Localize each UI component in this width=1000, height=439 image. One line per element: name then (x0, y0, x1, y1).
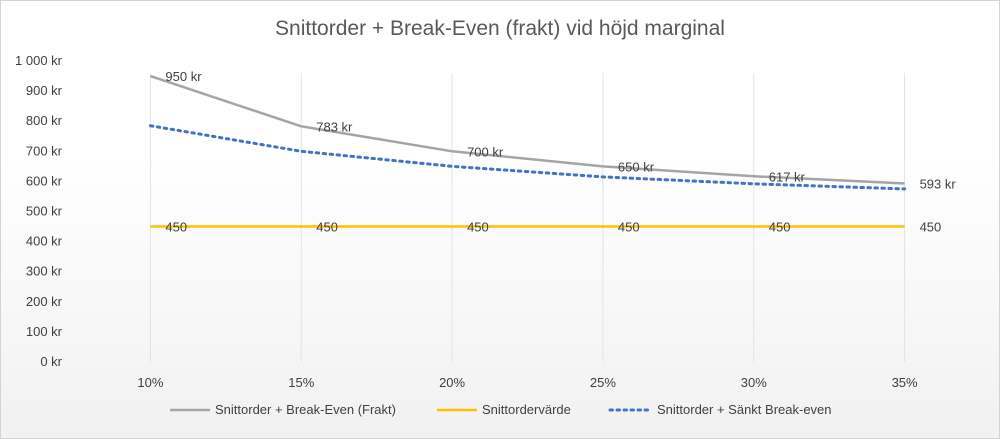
data-label: 450 (618, 220, 640, 235)
y-tick-label: 300 kr (26, 264, 63, 279)
series-line-3 (148, 124, 907, 191)
legend: Snittorder + Break-Even (Frakt) Snittorde… (170, 402, 832, 417)
legend-entry: Snittorder + Break-Even (Frakt) (215, 402, 396, 417)
y-tick-label: 800 kr (26, 113, 63, 128)
data-label: 593 kr (920, 177, 957, 192)
x-tick-label: 15% (288, 375, 314, 390)
x-tick-label: 20% (439, 375, 465, 390)
series-layer (148, 74, 907, 228)
data-label: 650 kr (618, 159, 655, 174)
y-axis: 0 kr 100 kr 200 kr 300 kr 400 kr 500 kr 600 kr… (15, 53, 63, 369)
y-tick-label: 0 kr (40, 354, 62, 369)
data-label: 783 kr (316, 119, 353, 134)
series-line-1 (150, 74, 905, 185)
y-tick-label: 200 kr (26, 294, 63, 309)
data-label: 700 kr (467, 144, 504, 159)
y-tick-label: 100 kr (26, 324, 63, 339)
data-label: 617 kr (769, 169, 806, 184)
data-label: 950 kr (165, 69, 202, 84)
x-axis: 10% 15% 20% 25% 30% 35% (137, 375, 918, 390)
y-tick-label: 900 kr (26, 83, 63, 98)
x-tick-label: 35% (892, 375, 918, 390)
legend-entry: Snittorder + Sänkt Break-even (657, 402, 832, 417)
y-tick-label: 700 kr (26, 143, 63, 158)
y-tick-label: 500 kr (26, 204, 63, 219)
vertical-gridlines (149, 73, 906, 362)
y-tick-label: 1 000 kr (15, 53, 63, 68)
chart-title: Snittorder + Break-Even (frakt) vid höjd… (275, 17, 725, 40)
data-label: 450 (316, 220, 338, 235)
x-tick-label: 30% (741, 375, 767, 390)
data-labels: 950 kr 783 kr 700 kr 650 kr 617 kr 593 kr 450 4… (165, 69, 956, 235)
legend-entry: Snittordervärde (482, 402, 571, 417)
data-label: 450 (920, 220, 942, 235)
data-label: 450 (165, 220, 187, 235)
y-tick-label: 600 kr (26, 173, 63, 188)
x-tick-label: 25% (590, 375, 616, 390)
y-tick-label: 400 kr (26, 234, 63, 249)
data-label: 450 (769, 220, 791, 235)
data-label: 450 (467, 220, 489, 235)
x-tick-label: 10% (137, 375, 163, 390)
